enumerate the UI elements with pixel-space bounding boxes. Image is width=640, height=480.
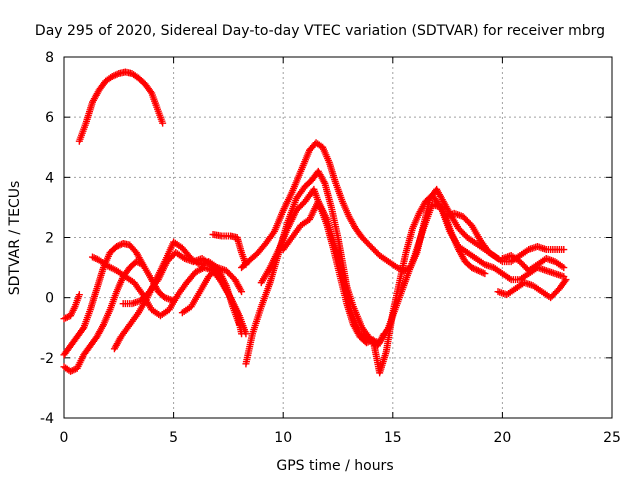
x-tick-label: 5 [169, 430, 178, 446]
y-tick-label: 4 [45, 170, 54, 186]
series-arc-3 [60, 258, 147, 375]
y-tick-label: 6 [45, 110, 54, 126]
data-point [494, 255, 502, 263]
data-point [481, 270, 489, 278]
series-arc-14 [494, 276, 570, 302]
data-point [147, 88, 155, 96]
data-point [79, 325, 87, 333]
axis-ticks: 0 5 10 15 20 25 -4 -2 0 2 4 6 8 [40, 50, 621, 446]
x-tick-label: 25 [603, 430, 621, 446]
series-arc-16 [441, 209, 502, 263]
x-tick-label: 20 [493, 430, 511, 446]
y-tick-label: 8 [45, 50, 54, 66]
y-tick-label: 2 [45, 231, 54, 247]
series-arc-13 [279, 197, 568, 347]
y-axis-label: SDTVAR / TECUs [7, 181, 23, 296]
y-tick-label: 0 [45, 291, 54, 307]
data-point [75, 291, 83, 299]
series-arc-4 [60, 291, 83, 323]
series-arc-8 [178, 264, 246, 317]
y-tick-label: -4 [40, 411, 54, 427]
x-axis-label: GPS time / hours [276, 458, 393, 474]
series-arc-7 [119, 249, 246, 338]
series-arc-1 [75, 68, 167, 145]
data-points [60, 68, 570, 377]
data-point [561, 277, 569, 285]
data-point [562, 276, 570, 284]
x-tick-label: 15 [384, 430, 402, 446]
series-arc-9 [209, 230, 250, 269]
series-arc-15 [498, 252, 568, 275]
grid [64, 57, 612, 418]
data-point [560, 264, 568, 272]
x-tick-label: 0 [60, 430, 69, 446]
data-point [238, 288, 246, 296]
data-point [63, 313, 71, 321]
chart-title: Day 295 of 2020, Sidereal Day-to-day VTE… [35, 23, 605, 39]
data-point [560, 246, 568, 254]
series-arc-10 [238, 139, 568, 275]
data-point [70, 366, 78, 374]
y-tick-label: -2 [40, 351, 54, 367]
data-point [238, 330, 246, 338]
data-point [139, 261, 147, 269]
data-point [159, 119, 167, 127]
x-tick-label: 10 [274, 430, 292, 446]
